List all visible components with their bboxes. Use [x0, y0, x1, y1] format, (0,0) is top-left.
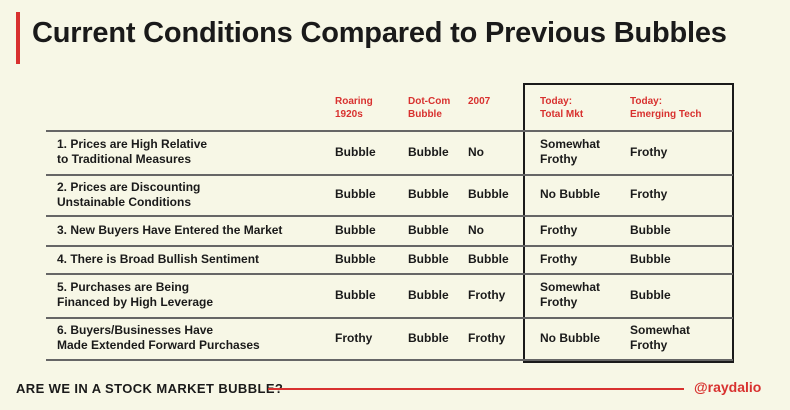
row-divider: [46, 130, 733, 132]
row-label: 5. Purchases are Being Financed by High …: [57, 280, 214, 309]
table-cell: Frothy: [468, 330, 506, 345]
table-cell: Bubble: [408, 251, 449, 266]
column-header-today-total-mkt: Today: Total Mkt: [540, 96, 584, 120]
table-cell: Frothy: [630, 187, 668, 201]
table-cell: Bubble: [468, 187, 509, 201]
table-cell: Bubble: [408, 222, 449, 237]
table-cell: No: [468, 222, 484, 237]
table-cell: Bubble: [335, 144, 376, 159]
row-label: 2. Prices are Discounting Unstainable Co…: [57, 179, 201, 209]
row-label: 6. Buyers/Businesses Have Made Extended …: [57, 323, 260, 352]
table-cell: Bubble: [408, 287, 449, 302]
table-cell: Bubble: [335, 251, 376, 266]
footer-divider: [268, 388, 684, 390]
table-cell: Somewhat Frothy: [630, 323, 691, 352]
table-cell: Bubble: [630, 222, 671, 237]
today-columns-box: [523, 83, 734, 363]
footer-text: ARE WE IN A STOCK MARKET BUBBLE?: [16, 381, 284, 396]
table-cell: Bubble: [335, 222, 376, 237]
table-cell: Bubble: [408, 144, 449, 159]
table-cell: Frothy: [540, 251, 578, 266]
row-divider: [46, 273, 733, 275]
table-cell: No Bubble: [540, 330, 600, 345]
table-cell: No Bubble: [540, 187, 600, 201]
column-header-dot-com-bubble: Dot-Com Bubble: [408, 96, 451, 120]
table-cell: Frothy: [630, 144, 668, 159]
row-label: 4. There is Broad Bullish Sentiment: [57, 251, 260, 266]
table-cell: Somewhat Frothy: [540, 280, 601, 309]
table-cell: Frothy: [540, 222, 578, 237]
row-divider: [46, 215, 733, 217]
row-label: 1. Prices are High Relative to Tradition…: [57, 137, 208, 166]
table-cell: Frothy: [335, 330, 373, 345]
row-label: 3. New Buyers Have Entered the Market: [57, 222, 283, 237]
table-cell: Bubble: [630, 251, 671, 266]
column-header-today-emerging-tech: Today: Emerging Tech: [630, 96, 702, 120]
table-cell: Bubble: [335, 287, 376, 302]
table-cell: No: [468, 144, 484, 159]
column-header-roaring-1920s: Roaring 1920s: [335, 96, 373, 120]
table-cell: Somewhat Frothy: [540, 137, 601, 166]
table-cell: Bubble: [408, 187, 449, 201]
column-header-2007: 2007: [468, 96, 491, 107]
page-title: Current Conditions Compared to Previous …: [32, 17, 727, 49]
row-divider: [46, 245, 733, 247]
table-cell: Bubble: [408, 330, 449, 345]
author-handle: @raydalio: [694, 379, 762, 395]
row-divider: [46, 317, 733, 319]
title-accent-bar: [16, 12, 20, 64]
table-cell: Bubble: [335, 187, 376, 201]
row-divider: [46, 174, 733, 176]
table-cell: Frothy: [468, 287, 506, 302]
row-divider: [46, 359, 733, 361]
table-cell: Bubble: [630, 287, 671, 302]
table-cell: Bubble: [468, 251, 509, 266]
